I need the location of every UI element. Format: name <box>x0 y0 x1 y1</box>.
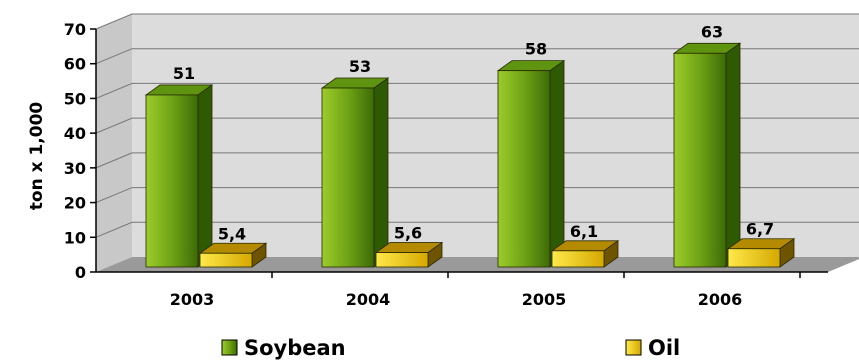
bar-soybean <box>496 59 566 268</box>
y-tick-label: 20 <box>64 194 86 213</box>
bar-oil <box>726 237 796 268</box>
data-label-oil: 5,4 <box>218 224 246 243</box>
bar-soybean-side <box>725 42 741 268</box>
x-tick-label: 2006 <box>698 290 743 309</box>
y-tick-label: 40 <box>64 124 86 143</box>
gridline <box>95 82 859 99</box>
data-label-soybean: 51 <box>173 64 195 83</box>
bar-oil <box>550 240 620 268</box>
x-tick-label: 2004 <box>346 290 391 309</box>
legend-swatch <box>221 339 238 356</box>
data-label-soybean: 58 <box>525 40 547 59</box>
y-tick-label: 0 <box>75 263 86 282</box>
legend-swatch <box>625 339 642 356</box>
y-axis-title: ton x 1,000 <box>27 102 47 211</box>
bar-soybean-front <box>145 94 199 268</box>
gridline <box>95 187 859 204</box>
gridline <box>95 13 859 30</box>
data-label-soybean: 53 <box>349 57 371 76</box>
gridline <box>95 117 859 134</box>
legend-label: Oil <box>648 336 680 360</box>
gridline <box>95 48 859 65</box>
bar-soybean-side <box>197 84 213 268</box>
y-tick-label: 30 <box>64 159 86 178</box>
bar-soybean-side <box>549 59 565 268</box>
bar-soybean-front <box>497 70 551 268</box>
data-label-oil: 6,1 <box>570 222 598 241</box>
bar-soybean-front <box>673 52 727 268</box>
y-tick-label: 60 <box>64 55 86 74</box>
floor <box>96 257 859 272</box>
gridline <box>95 152 859 169</box>
x-tick-label: 2005 <box>522 290 567 309</box>
bar-oil <box>374 241 444 268</box>
y-tick-label: 70 <box>64 20 86 39</box>
bar-oil-front <box>199 252 253 268</box>
bar-oil-front <box>551 250 605 268</box>
bar-soybean <box>144 84 214 268</box>
y-tick-label: 10 <box>64 228 86 247</box>
bar-oil-front <box>727 248 781 268</box>
bar-soybean-side <box>373 77 389 268</box>
data-label-oil: 6,7 <box>746 220 774 239</box>
data-label-soybean: 63 <box>701 22 723 41</box>
bar-soybean-front <box>321 87 375 268</box>
x-tick-label: 2003 <box>170 290 215 309</box>
bar-soybean <box>320 77 390 268</box>
bar-soybean <box>672 42 742 268</box>
bar-oil <box>198 242 268 268</box>
bar-oil-front <box>375 252 429 268</box>
y-tick-label: 50 <box>64 89 86 108</box>
data-label-oil: 5,6 <box>394 224 422 243</box>
legend-label: Soybean <box>244 336 346 360</box>
gridline <box>95 221 859 238</box>
side-wall <box>96 14 132 272</box>
